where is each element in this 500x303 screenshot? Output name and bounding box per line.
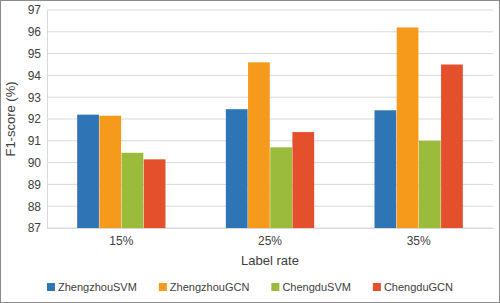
bar [77,115,99,228]
legend-label: ZhengzhouGCN [170,281,250,293]
bar-series [77,109,396,228]
x-axis-line [48,228,494,229]
legend-label: ZhengzhouSVM [58,281,137,293]
x-tick: 15% [109,228,133,248]
legend: ZhengzhouSVM ZhengzhouGCN ChengduSVM Chengd… [47,281,453,293]
y-tick-label: 97 [28,3,42,17]
grid-line [47,53,493,54]
legend-item: ChengduGCN [373,281,453,293]
legend-swatch [271,283,279,291]
bar [397,27,419,228]
x-axis-title: Label rate [241,253,299,268]
grid-line [47,10,493,11]
grid [47,10,493,228]
x-tick-label: 35% [407,234,431,248]
y-tick-label: 90 [28,156,42,170]
grid-line [47,31,493,32]
y-tick-label: 89 [28,178,42,192]
legend-item: ZhengzhouSVM [47,281,137,293]
y-tick-label: 95 [28,47,42,61]
grid-line [47,97,493,98]
bar [226,109,248,228]
x-tick-label: 25% [258,234,282,248]
y-tick-label: 93 [28,91,42,105]
x-tick-label: 15% [109,234,133,248]
bar-series [99,27,418,228]
y-tick: 97 [28,3,47,17]
y-tick-label: 88 [28,200,42,214]
y-tick-label: 96 [28,25,42,39]
plot-area: 87 88 89 90 91 92 93 94 95 96 97 15% 25% 35% [28,3,494,247]
y-tick: 95 [28,47,47,61]
legend-label: ChengduGCN [384,281,453,293]
bar [292,132,314,228]
bar [441,65,463,229]
bar [144,159,166,228]
bar [419,141,441,228]
bar [122,153,144,228]
legend-swatch [159,283,167,291]
y-axis-title: F1-score (%) [3,81,18,156]
y-tick-label: 92 [28,112,42,126]
x-axis: 15% 25% 35% [48,228,494,248]
grid-line [47,75,493,76]
y-tick: 93 [28,91,47,105]
legend-label: ChengduSVM [282,281,351,293]
legend-swatch [47,283,55,291]
y-tick: 89 [28,178,47,192]
bars [77,27,463,228]
y-tick: 94 [28,69,47,83]
chart-frame [1,1,500,303]
y-tick: 96 [28,25,47,39]
bar [270,147,292,228]
bar [375,110,397,228]
y-axis-line [47,11,48,229]
y-tick: 87 [28,221,47,235]
y-axis: 87 88 89 90 91 92 93 94 95 96 97 [28,3,48,235]
x-tick: 25% [258,228,282,248]
chart: 87 88 89 90 91 92 93 94 95 96 97 15% 25% 35% Label rat… [0,0,500,303]
y-tick: 90 [28,156,47,170]
y-tick-label: 91 [28,134,42,148]
y-tick: 91 [28,134,47,148]
y-tick-label: 87 [28,221,42,235]
y-tick: 88 [28,200,47,214]
x-tick: 35% [407,228,431,248]
bar-series [122,141,441,228]
bar-series [144,65,463,229]
y-tick: 92 [28,112,47,126]
bar [248,62,270,228]
y-tick-label: 94 [28,69,42,83]
legend-item: ChengduSVM [271,281,351,293]
legend-swatch [373,283,381,291]
legend-item: ZhengzhouGCN [159,281,250,293]
bar [99,116,121,228]
